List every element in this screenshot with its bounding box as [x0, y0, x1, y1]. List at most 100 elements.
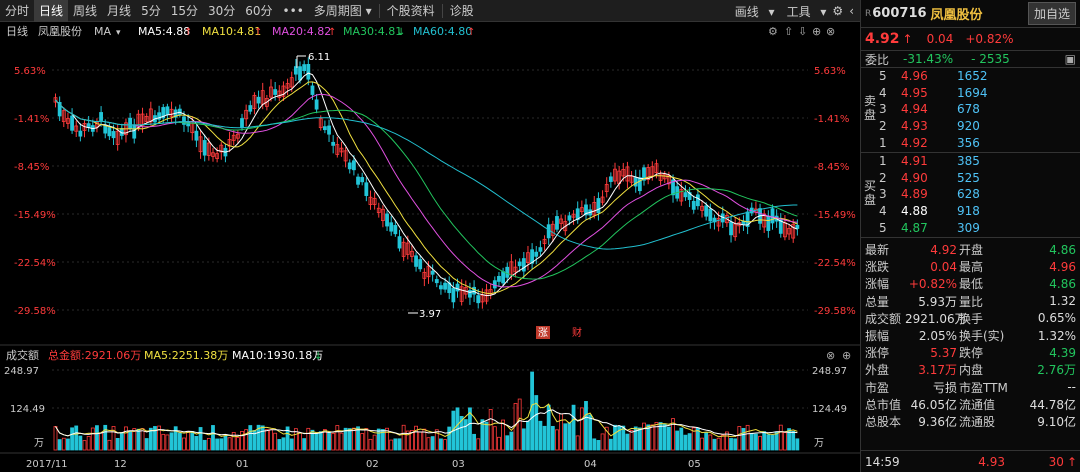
volume-bar [364, 428, 369, 451]
sell-level-row[interactable]: 2 4.93 920 [861, 118, 1080, 135]
volume-bar [501, 419, 506, 451]
volume-bar [103, 424, 108, 451]
arrow-up-icon[interactable]: ⇧ [784, 25, 793, 38]
volume-bar [74, 425, 79, 451]
volume-bar [637, 427, 642, 451]
candle-body [418, 259, 423, 270]
stat-value: 0.65% [1037, 311, 1076, 326]
volume-bar [70, 427, 74, 451]
volume-bar [347, 428, 352, 451]
tab-intraday[interactable]: 分时 [5, 3, 30, 18]
stat-row: 涨停 5.37 跌停 4.39 [861, 344, 1080, 361]
volume-bar [360, 433, 365, 451]
sell-level-row[interactable]: 1 4.92 356 [861, 134, 1080, 151]
close-icon[interactable]: ⊗ [826, 349, 835, 362]
tab-30min[interactable]: 30分 [207, 3, 236, 18]
diagnose-button[interactable]: 诊股 [449, 3, 474, 18]
volume-bar [534, 395, 539, 451]
volume-bar [741, 428, 746, 451]
candle-body [559, 218, 564, 224]
candle-body [691, 200, 696, 210]
settings-icon[interactable]: ⚙ [832, 4, 844, 18]
stat-row: 最新 4.92 开盘 4.86 [861, 241, 1080, 258]
stat-label: 成交额 [865, 311, 902, 326]
draw-line-button[interactable]: 画线 ▾ [729, 3, 775, 20]
stat-label: 最低 [959, 277, 984, 292]
candle-body [148, 108, 153, 123]
volume-bar [725, 431, 729, 451]
candle-body [791, 223, 796, 239]
tick-price: 4.93 [978, 454, 1005, 469]
arrow-down-icon[interactable]: ⇩ [798, 25, 807, 38]
volume-bar [729, 438, 733, 451]
volume-bar [86, 435, 91, 451]
volume-bar [306, 427, 311, 451]
collapse-icon[interactable]: ‹ [849, 4, 854, 18]
buy-level-row[interactable]: 1 4.91 385 [861, 153, 1080, 170]
buy-level-row[interactable]: 3 4.89 628 [861, 186, 1080, 203]
add-watchlist-button[interactable]: 加自选 [1027, 2, 1076, 25]
buy-level-row[interactable]: 4 4.88 918 [861, 203, 1080, 220]
zoom-icon[interactable]: ⊕ [812, 25, 821, 38]
tab-daily[interactable]: 日线 [34, 0, 69, 22]
volume-bar [588, 414, 593, 451]
kline-chart[interactable]: 日线 凤凰股份 MA ▾ MA5:4.88 ↑ MA10:4.81 ↑ MA20… [0, 22, 860, 472]
expand-icon[interactable]: ▣ [1064, 52, 1076, 66]
event-label-earnings[interactable]: 财 [572, 326, 582, 339]
tab-60min[interactable]: 60分 [245, 3, 273, 18]
buy-level-row[interactable]: 5 4.87 309 [861, 219, 1080, 236]
stat-label: 换手 [959, 311, 984, 326]
volume-bar [596, 440, 601, 451]
volume-bar [376, 428, 381, 451]
event-badge[interactable] [536, 326, 550, 339]
candle-body [66, 118, 70, 124]
volume-bar [219, 438, 224, 451]
stat-label: 总市值 [865, 397, 902, 412]
quote-panel: R 600716 凤凰股份 加自选 4.92 ↑ 0.04 +0.82% 委比 … [860, 0, 1080, 472]
volume-bar [264, 429, 269, 451]
volume-bar [666, 426, 671, 451]
tab-15min[interactable]: 15分 [170, 3, 198, 18]
tab-5min[interactable]: 5分 [141, 3, 161, 18]
volume-bar [227, 437, 232, 451]
settings-icon[interactable]: ⚙ [768, 25, 778, 38]
volume-bar [658, 422, 663, 451]
price-row: 4.92 ↑ 0.04 +0.82% [861, 28, 1080, 50]
more-periods-button[interactable]: ••• [282, 3, 304, 18]
sell-level-row[interactable]: 3 4.94 678 [861, 101, 1080, 118]
volume-bar [343, 427, 348, 451]
candle-body [621, 169, 626, 177]
volume-bar [372, 434, 377, 451]
candle-body [766, 215, 771, 231]
order-ratio-label: 委比 [865, 52, 890, 67]
volume-bar [625, 433, 630, 451]
candle-body [376, 207, 381, 213]
tick-time: 14:59 [865, 454, 900, 469]
candle-body [99, 112, 103, 121]
stock-info-button[interactable]: 个股资料 [386, 3, 435, 18]
tab-monthly[interactable]: 月线 [107, 3, 132, 18]
zoom-icon[interactable]: ⊕ [842, 349, 851, 362]
buy-side-label: 买盘 [863, 179, 876, 207]
legend-ma-dropdown[interactable]: MA [94, 25, 111, 38]
y-tick-left: -29.58% [14, 306, 56, 317]
level-number: 2 [879, 170, 887, 185]
sell-level-row[interactable]: 4 4.95 1694 [861, 85, 1080, 102]
multi-period-dropdown[interactable]: 多周期图 ▾ [309, 0, 377, 22]
candle-body [306, 63, 311, 80]
buy-level-row[interactable]: 2 4.90 525 [861, 170, 1080, 187]
r-marker-icon: R [865, 8, 872, 19]
y-tick-right: -8.45% [814, 162, 849, 173]
candle-body [476, 295, 481, 304]
volume-bar [584, 401, 588, 451]
arrow-up-icon: ↑ [467, 27, 475, 38]
x-tick: 2017/11 [26, 459, 68, 470]
close-icon[interactable]: ⊗ [826, 25, 835, 38]
tools-button[interactable]: 工具 ▾ [781, 3, 827, 20]
chart-area[interactable]: 日线 凤凰股份 MA ▾ MA5:4.88 ↑ MA10:4.81 ↑ MA20… [0, 22, 860, 472]
tab-weekly[interactable]: 周线 [73, 3, 98, 18]
level-price: 4.88 [901, 204, 928, 219]
candle-body [298, 66, 302, 81]
candle-body [327, 125, 331, 135]
sell-level-row[interactable]: 5 4.96 1652 [861, 68, 1080, 85]
